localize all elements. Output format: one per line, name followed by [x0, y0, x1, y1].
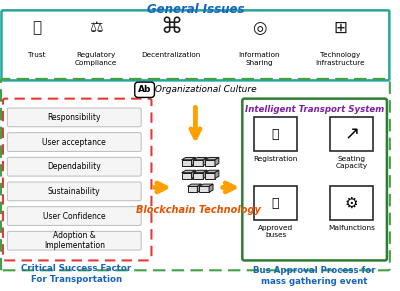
FancyBboxPatch shape — [242, 99, 387, 260]
Text: Approved
buses: Approved buses — [258, 225, 293, 238]
FancyBboxPatch shape — [7, 133, 141, 151]
Polygon shape — [199, 184, 213, 187]
Text: Seating
Capacity: Seating Capacity — [336, 156, 368, 169]
Polygon shape — [203, 170, 207, 179]
Polygon shape — [215, 157, 219, 166]
Text: Trust: Trust — [28, 52, 46, 58]
FancyBboxPatch shape — [330, 117, 373, 151]
Text: General Issues: General Issues — [147, 3, 244, 16]
Polygon shape — [182, 173, 192, 179]
Text: Registration: Registration — [253, 156, 298, 162]
Text: Blockchain Technology: Blockchain Technology — [136, 205, 261, 215]
Text: ⊞: ⊞ — [333, 19, 347, 37]
Polygon shape — [205, 173, 215, 179]
Text: Bus Approval Process for
mass gathering event: Bus Approval Process for mass gathering … — [253, 266, 376, 286]
Polygon shape — [205, 157, 219, 160]
FancyBboxPatch shape — [254, 187, 297, 220]
Polygon shape — [197, 184, 201, 192]
Text: ⚙: ⚙ — [345, 196, 358, 211]
Polygon shape — [199, 187, 209, 192]
Polygon shape — [205, 160, 215, 166]
Polygon shape — [203, 157, 207, 166]
Text: Adoption &
Implementation: Adoption & Implementation — [44, 231, 105, 250]
FancyBboxPatch shape — [7, 182, 141, 201]
FancyBboxPatch shape — [2, 10, 389, 80]
Text: 📝: 📝 — [272, 128, 279, 141]
Text: Responsibility: Responsibility — [48, 113, 101, 122]
Text: Malfunctions: Malfunctions — [328, 225, 375, 231]
Polygon shape — [192, 170, 196, 179]
Text: ◎: ◎ — [252, 19, 266, 37]
Polygon shape — [194, 160, 203, 166]
Polygon shape — [182, 160, 192, 166]
Polygon shape — [215, 170, 219, 179]
FancyBboxPatch shape — [7, 231, 141, 250]
Text: Critical Success Factor
For Transportation: Critical Success Factor For Transportati… — [21, 265, 131, 285]
Text: Regulatory
Compliance: Regulatory Compliance — [74, 52, 117, 66]
Polygon shape — [194, 157, 207, 160]
Text: Decentralization: Decentralization — [141, 52, 201, 58]
FancyBboxPatch shape — [7, 157, 141, 176]
Text: Technology
Infrastructure: Technology Infrastructure — [315, 52, 365, 66]
Text: User acceptance: User acceptance — [42, 138, 106, 147]
Polygon shape — [188, 187, 197, 192]
Text: Organizational Culture: Organizational Culture — [152, 85, 257, 94]
Text: ⌘: ⌘ — [160, 17, 182, 37]
Text: User Confidence: User Confidence — [43, 212, 106, 221]
Text: ⚖: ⚖ — [89, 20, 102, 35]
Text: ↗: ↗ — [344, 125, 359, 143]
Text: Sustainability: Sustainability — [48, 187, 100, 196]
Text: Information
Sharing: Information Sharing — [238, 52, 280, 66]
Text: Dependability: Dependability — [47, 162, 101, 171]
FancyBboxPatch shape — [7, 108, 141, 127]
Polygon shape — [205, 170, 219, 173]
Text: Intelligent Transport System: Intelligent Transport System — [245, 104, 384, 113]
Polygon shape — [188, 184, 201, 187]
Text: 🚌: 🚌 — [272, 197, 279, 210]
Text: ✊: ✊ — [32, 20, 42, 35]
FancyBboxPatch shape — [330, 187, 373, 220]
FancyBboxPatch shape — [254, 117, 297, 151]
Polygon shape — [182, 170, 196, 173]
FancyBboxPatch shape — [7, 207, 141, 226]
FancyBboxPatch shape — [3, 99, 152, 260]
Polygon shape — [194, 173, 203, 179]
Text: Ab: Ab — [138, 85, 151, 94]
Polygon shape — [182, 157, 196, 160]
Polygon shape — [209, 184, 213, 192]
Polygon shape — [192, 157, 196, 166]
Polygon shape — [194, 170, 207, 173]
